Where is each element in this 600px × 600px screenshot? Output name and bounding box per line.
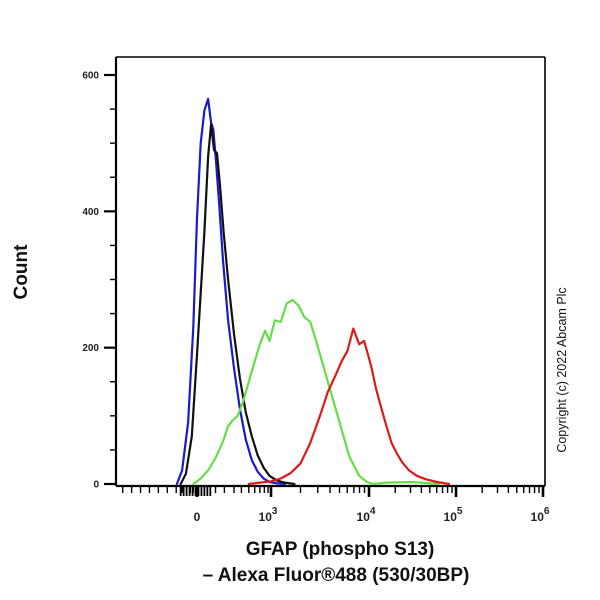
x-tick-label: 105 <box>444 506 463 524</box>
y-tick-label: 600 <box>82 71 99 82</box>
y-tick-label: 0 <box>93 480 99 491</box>
x-tick-label: 106 <box>531 506 550 524</box>
copyright-notice: Copyright (c) 2022 Abcam Plc <box>555 287 569 452</box>
histogram-black-curve <box>179 122 296 486</box>
histogram-red-curve <box>247 327 451 486</box>
x-tick-label: 103 <box>259 506 278 524</box>
plot-frame <box>114 56 546 488</box>
x-tick-label: 104 <box>357 506 376 524</box>
x-axis-label-line-2: – Alexa Fluor®488 (530/30BP) <box>203 565 470 586</box>
histogram-blue-curve <box>175 97 286 486</box>
y-tick-label: 200 <box>82 343 99 354</box>
histogram-green-curve <box>192 298 440 486</box>
x-axis-label-line-1: GFAP (phospho S13) <box>246 539 435 560</box>
y-axis-ticks: 0 200 400 600 <box>82 71 116 491</box>
x-axis-ticks: 0 103 104 105 106 <box>121 486 550 524</box>
x-tick-label: 0 <box>194 510 201 524</box>
y-axis-label: Count <box>11 244 32 300</box>
y-tick-label: 400 <box>82 207 99 218</box>
histogram-curves <box>175 97 451 486</box>
